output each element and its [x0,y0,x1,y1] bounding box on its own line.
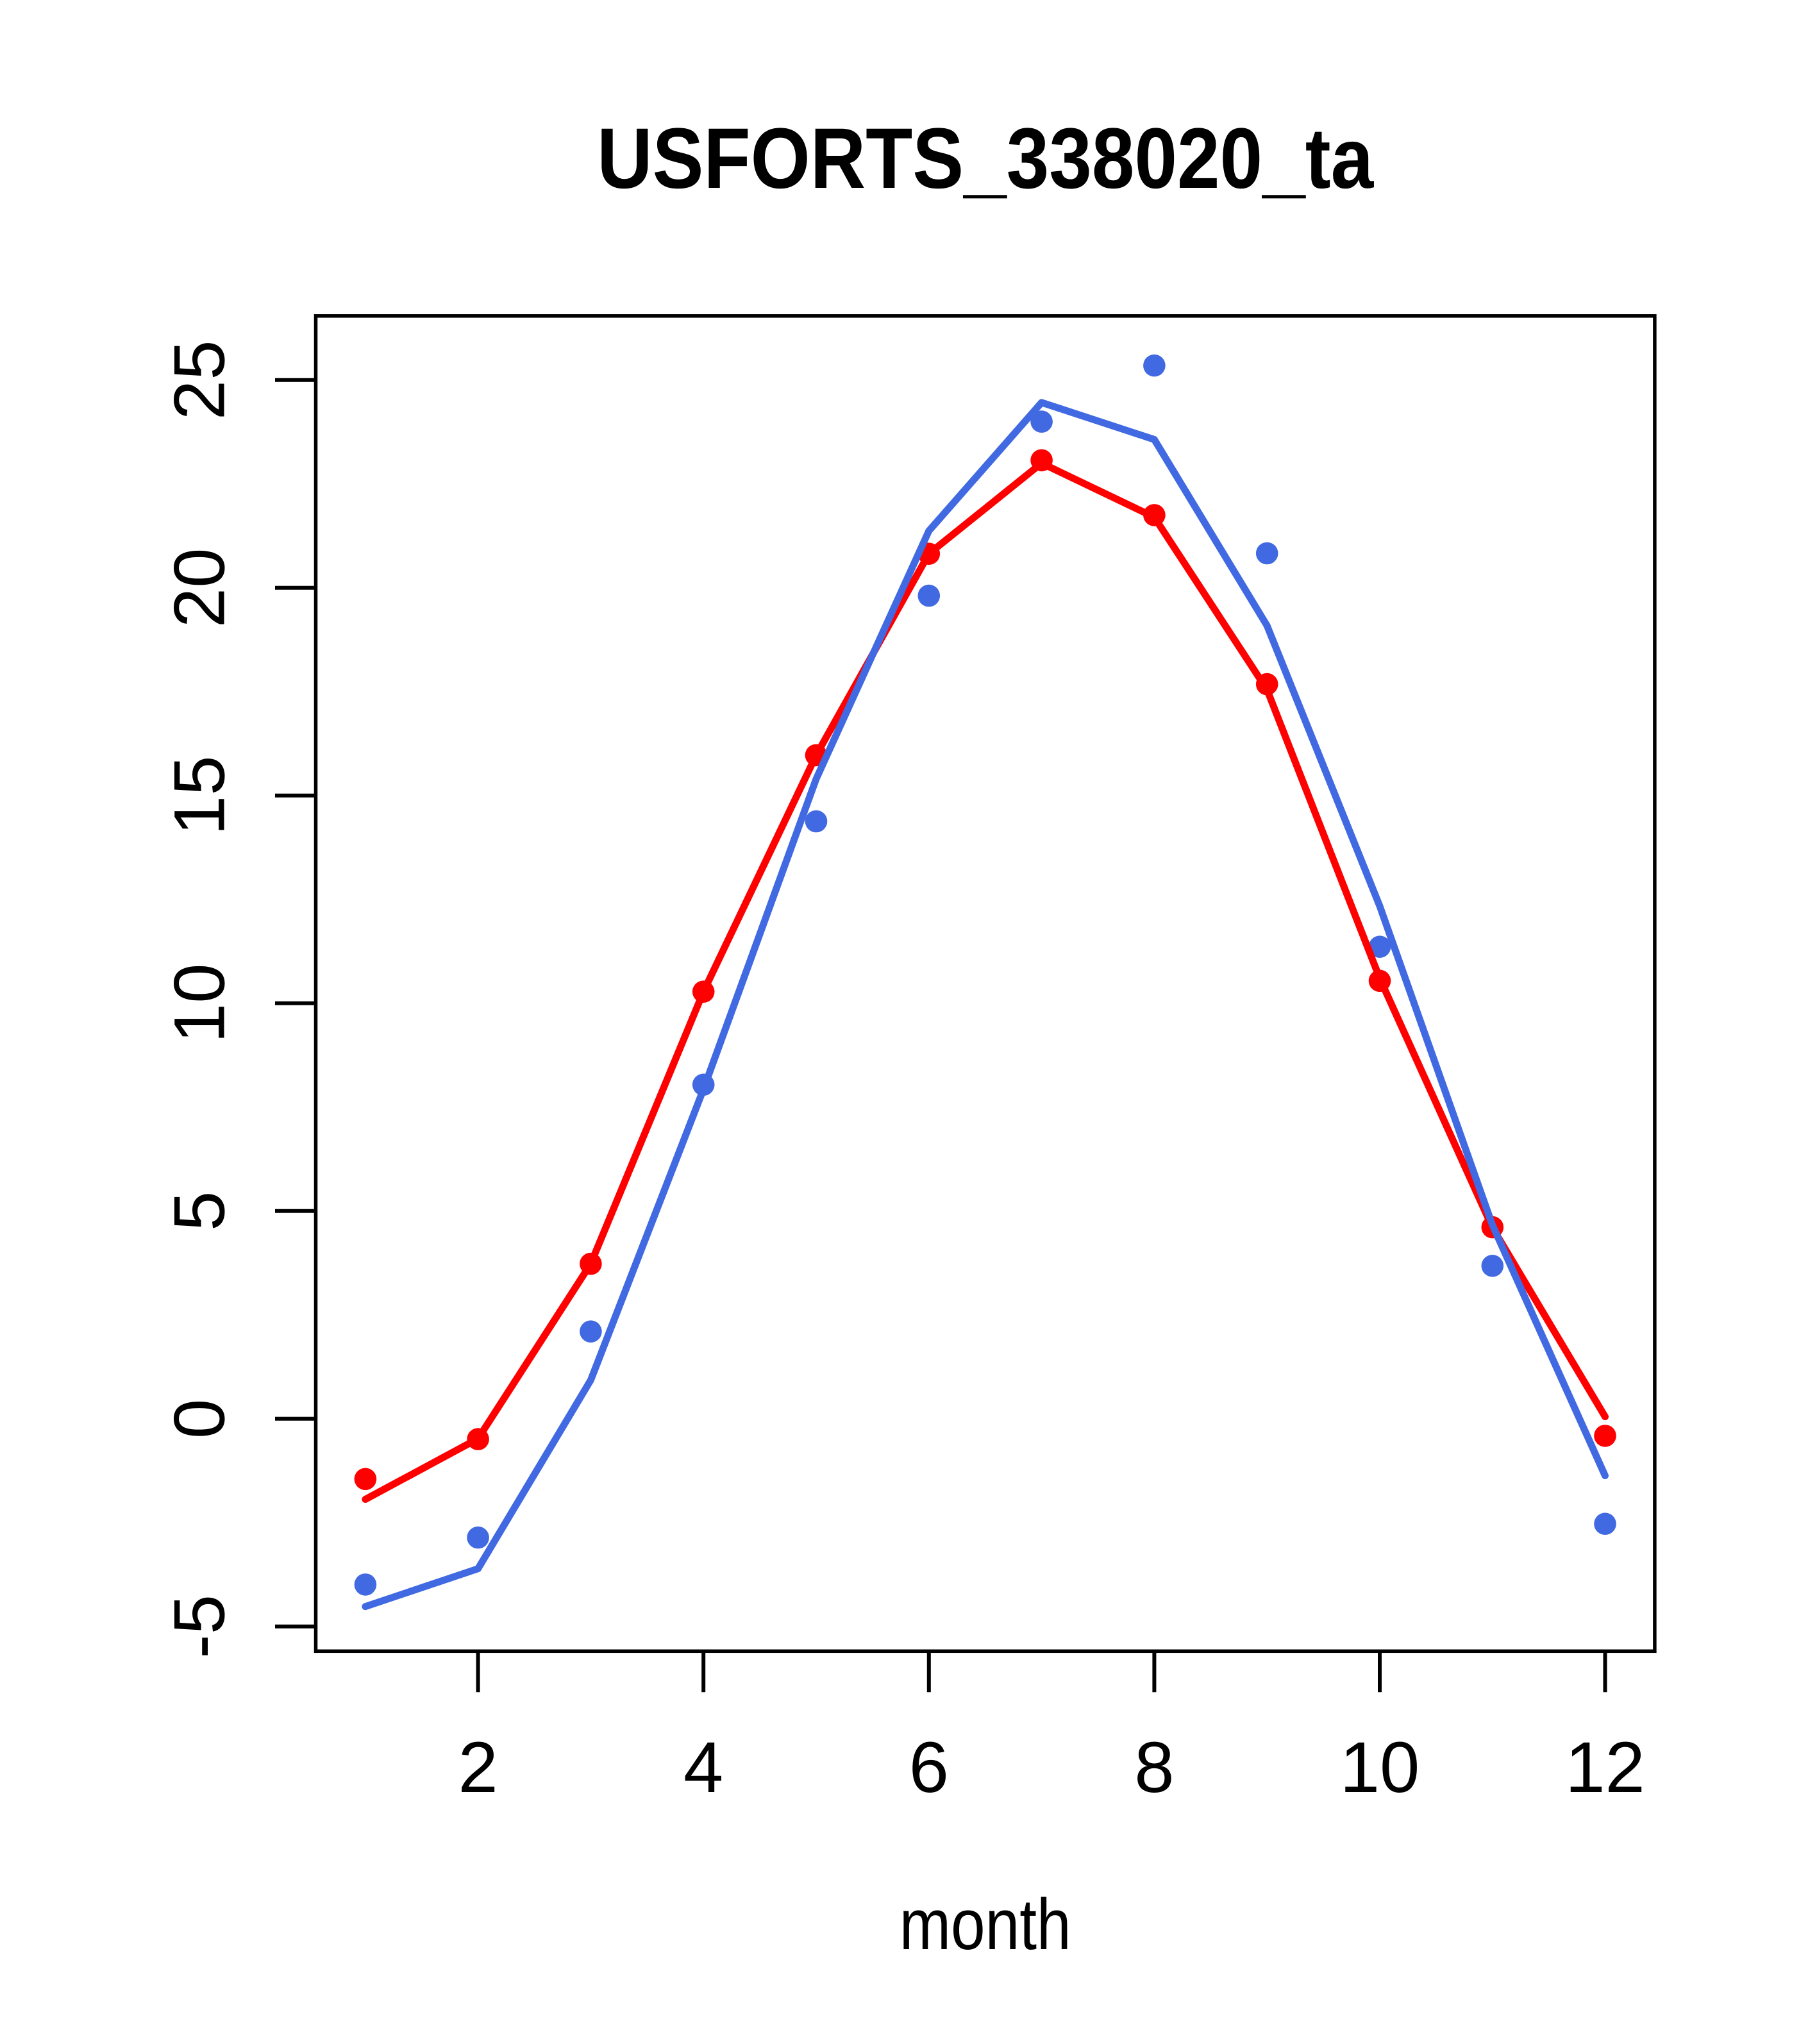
svg-text:15: 15 [159,756,239,836]
svg-text:8: 8 [1134,1727,1174,1807]
svg-text:2: 2 [458,1727,498,1807]
svg-text:10: 10 [1340,1727,1420,1807]
svg-text:20: 20 [159,548,239,628]
svg-text:-5: -5 [159,1595,239,1659]
svg-text:0: 0 [159,1399,239,1439]
svg-text:25: 25 [159,340,239,421]
svg-text:6: 6 [909,1727,949,1807]
svg-text:month: month [900,1884,1071,1964]
svg-text:10: 10 [159,964,239,1044]
svg-text:4: 4 [683,1727,723,1807]
svg-text:5: 5 [159,1191,239,1231]
svg-text:USFORTS_338020_ta: USFORTS_338020_ta [597,111,1374,206]
svg-text:12: 12 [1565,1727,1645,1807]
